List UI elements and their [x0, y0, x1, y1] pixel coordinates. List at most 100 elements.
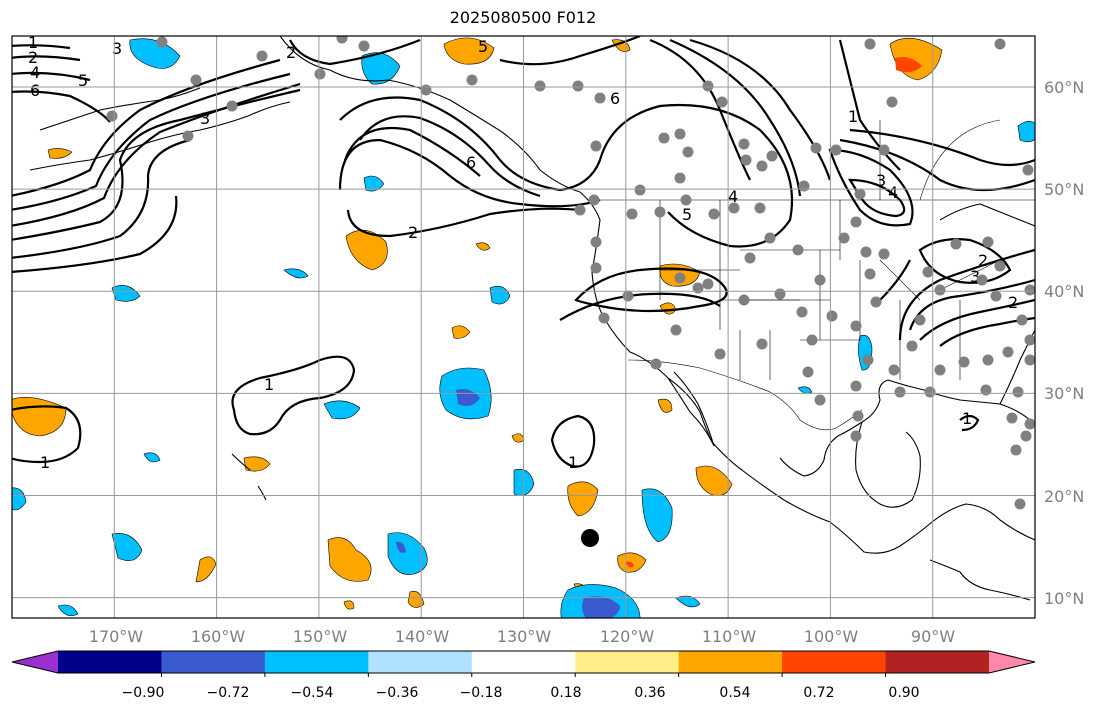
station-dot	[994, 260, 1006, 272]
colorbar-segment	[161, 651, 266, 673]
map-title: 2025080500 F012	[449, 8, 597, 27]
station-dot	[982, 354, 994, 366]
contour-line	[828, 148, 914, 227]
station-dot	[1022, 164, 1034, 176]
contour-label: 1	[264, 375, 274, 394]
station-dot	[106, 110, 118, 122]
lon-tick-label: 90°W	[911, 627, 955, 646]
station-dot	[738, 294, 750, 306]
station-dot	[792, 244, 804, 256]
lat-tick-label: 30°N	[1044, 384, 1084, 403]
station-dot	[922, 266, 934, 278]
station-dot	[358, 40, 370, 52]
contour-line	[231, 355, 356, 436]
contour-line	[959, 414, 980, 432]
station-dot	[590, 262, 602, 274]
contour-label: 5	[682, 205, 692, 224]
station-dot	[728, 202, 740, 214]
shaded-regions	[12, 37, 1035, 618]
station-dot	[670, 324, 682, 336]
station-dot	[182, 130, 194, 142]
colorbar-tick-label: 0.18	[550, 685, 581, 701]
station-dot	[598, 312, 610, 324]
contour-label: 5	[78, 71, 88, 90]
lat-tick-label: 40°N	[1044, 282, 1084, 301]
contour-label: 5	[478, 37, 488, 56]
station-dot	[894, 386, 906, 398]
contour-label: 2	[28, 48, 38, 67]
station-dot	[796, 306, 808, 318]
station-dot	[806, 334, 818, 346]
station-dot	[682, 146, 694, 158]
station-dot	[870, 296, 882, 308]
contour-label: 3	[876, 171, 886, 190]
station-dot	[906, 340, 918, 352]
station-dot	[738, 138, 750, 150]
map-frame	[11, 35, 1036, 619]
contour-label: 6	[466, 153, 476, 172]
contour-label: 3	[112, 39, 122, 58]
station-dot	[572, 80, 584, 92]
station-dot	[878, 144, 890, 156]
station-dot	[814, 394, 826, 406]
colorbar-tick-label: −0.36	[376, 685, 419, 701]
station-dot	[622, 290, 634, 302]
station-dot	[336, 36, 348, 44]
station-dot	[590, 140, 602, 152]
contour-label: 2	[408, 223, 418, 242]
station-dot	[814, 274, 826, 286]
colorbar-segment	[575, 651, 680, 673]
contour-line	[289, 38, 421, 66]
station-dot	[702, 278, 714, 290]
station-dot	[650, 358, 662, 370]
contour-line	[12, 195, 178, 273]
colorbar-tick-label: 0.36	[634, 685, 665, 701]
station-dot	[990, 290, 1002, 302]
station-dot	[924, 386, 936, 398]
colorbar-segment	[58, 651, 162, 673]
station-dot	[914, 314, 926, 326]
contour-line	[12, 44, 71, 50]
colorbar-outline	[11, 650, 1036, 674]
station-dot	[1024, 418, 1035, 430]
contour-line	[359, 115, 541, 198]
contour-line	[343, 126, 481, 177]
contour-label: 4	[728, 187, 738, 206]
contour-line	[499, 36, 641, 66]
station-dot	[680, 194, 692, 206]
contour-label: 1	[28, 33, 38, 52]
lon-tick-label: 150°W	[293, 627, 348, 646]
contour-line	[898, 248, 1035, 341]
colorbar-tick-label: 0.54	[719, 685, 750, 701]
lon-tick-label: 130°W	[497, 627, 552, 646]
contour-label: 6	[610, 89, 620, 108]
lon-tick-label: 170°W	[89, 627, 144, 646]
contour-label: 4	[888, 183, 898, 202]
contour-line	[12, 55, 81, 62]
lon-tick-label: 110°W	[702, 627, 757, 646]
contour-line	[574, 267, 728, 313]
station-dot	[1010, 444, 1022, 456]
station-dot	[574, 204, 586, 216]
colorbar-tick-labels: −0.90 −0.72 −0.54 −0.36 −0.18 0.18 0.36 …	[122, 685, 920, 701]
colorbar-tick-label: −0.18	[460, 685, 503, 701]
station-dot	[1002, 346, 1014, 358]
contour-label: 4	[30, 63, 40, 82]
station-dot	[958, 356, 970, 368]
lon-tick-labels: 170°W 160°W 150°W 140°W 130°W 120°W 110°…	[89, 627, 955, 646]
station-dot	[888, 364, 900, 376]
station-dot	[754, 202, 766, 214]
colorbar-segment	[678, 651, 783, 673]
lon-tick-label: 100°W	[804, 627, 859, 646]
contour-line	[12, 138, 191, 259]
station-dot	[1012, 386, 1024, 398]
contour-line	[908, 278, 1035, 331]
contour-label: 3	[200, 109, 210, 128]
station-dot	[798, 180, 810, 192]
station-dot	[708, 208, 720, 220]
station-dot	[994, 38, 1006, 50]
station-dot	[802, 366, 814, 378]
colorbar	[11, 650, 1036, 677]
station-dot	[1024, 354, 1035, 366]
station-dot	[878, 248, 890, 260]
